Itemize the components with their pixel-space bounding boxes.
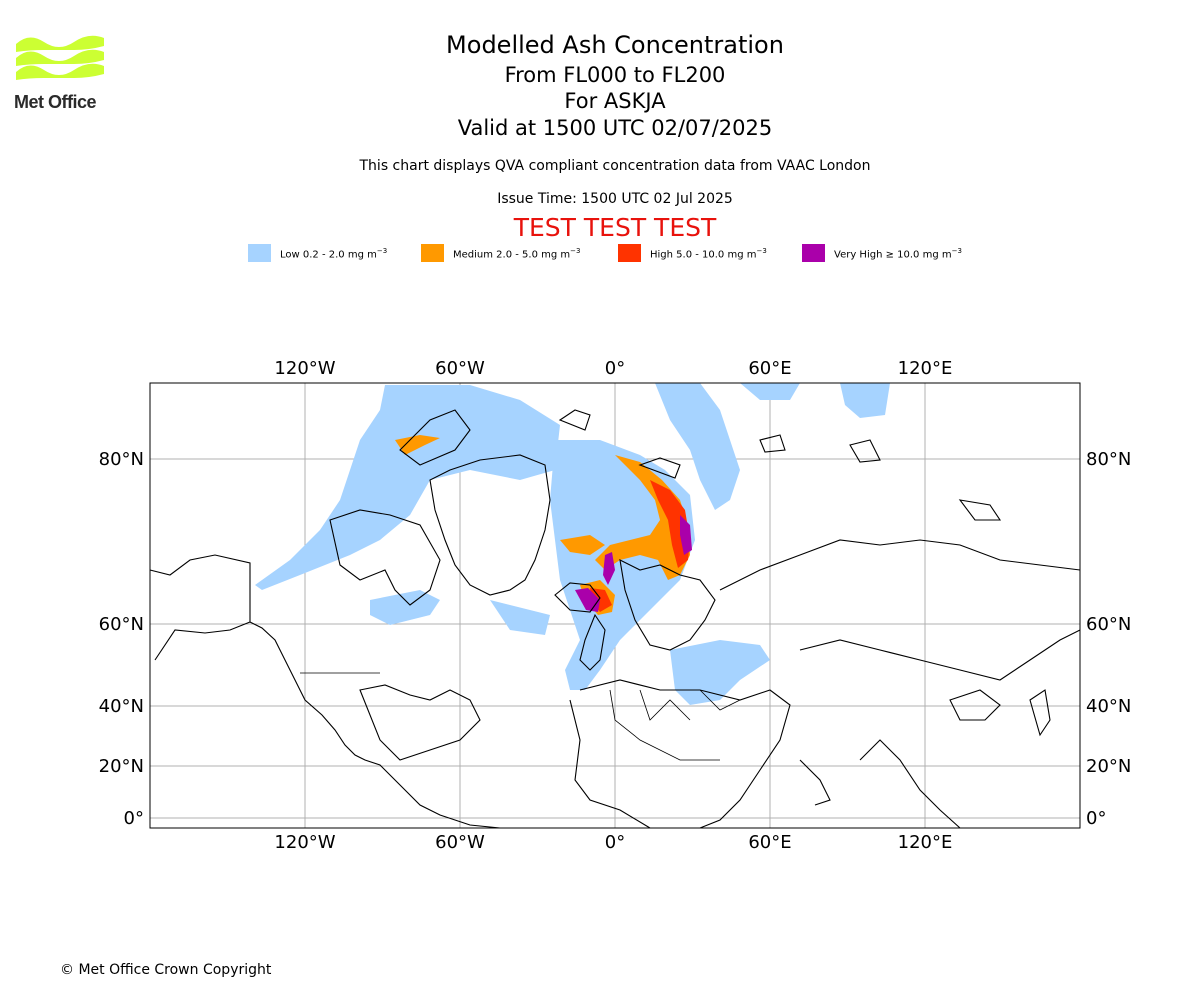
logo-text: Met Office: [14, 92, 97, 112]
lat-labels-left: 80°N 60°N 40°N 20°N 0°: [99, 449, 144, 829]
lon-labels-bottom: 120°W 60°W 0° 60°E 120°E: [274, 832, 952, 850]
legend-label-very-high: Very High ≥ 10.0 mg m: [834, 249, 952, 261]
borders: [300, 672, 741, 761]
lat-label-60n: 60°N: [99, 614, 144, 635]
issue-time: Issue Time: 1500 UTC 02 Jul 2025: [497, 191, 733, 207]
copyright: © Met Office Crown Copyright: [60, 962, 272, 978]
lon-label-60w-bottom: 60°W: [435, 832, 485, 850]
lon-label-0-bottom: 0°: [605, 832, 625, 850]
legend-label-high: High 5.0 - 10.0 mg m: [650, 249, 757, 261]
lat-label-40n-right: 40°N: [1086, 696, 1131, 717]
lon-label-60w: 60°W: [435, 358, 485, 379]
coastlines: [149, 409, 1081, 829]
met-office-logo: [16, 35, 104, 80]
lat-label-80n-right: 80°N: [1086, 449, 1131, 470]
lat-label-0-right: 0°: [1086, 808, 1106, 829]
lat-label-0: 0°: [124, 808, 144, 829]
legend-swatch-medium: [421, 244, 444, 262]
map-frame: [149, 382, 1081, 829]
flight-levels: From FL000 to FL200: [504, 63, 726, 87]
lat-label-80n: 80°N: [99, 449, 144, 470]
test-banner: TEST TEST TEST: [513, 213, 717, 242]
chart-title: Modelled Ash Concentration: [446, 31, 784, 59]
lon-label-0: 0°: [605, 358, 625, 379]
legend-label-medium: Medium 2.0 - 5.0 mg m: [453, 249, 571, 261]
lon-label-60e-bottom: 60°E: [748, 832, 791, 850]
lat-label-20n: 20°N: [99, 756, 144, 777]
description: This chart displays QVA compliant concen…: [359, 158, 871, 174]
ash-map[interactable]: 120°W 60°W 0° 60°E 120°E 120°W 60°W 0° 6…: [0, 340, 1200, 850]
lon-labels-top: 120°W 60°W 0° 60°E 120°E: [274, 358, 952, 379]
lat-label-20n-right: 20°N: [1086, 756, 1131, 777]
volcano-name: For ASKJA: [564, 89, 666, 113]
lon-label-120e-bottom: 120°E: [898, 832, 953, 850]
legend-swatch-low: [248, 244, 271, 262]
lat-label-40n: 40°N: [99, 696, 144, 717]
legend-label-low: Low 0.2 - 2.0 mg m: [280, 249, 377, 261]
lon-label-60e: 60°E: [748, 358, 791, 379]
legend-swatch-very-high: [802, 244, 825, 262]
lat-labels-right: 80°N 60°N 40°N 20°N 0°: [1086, 449, 1131, 829]
lon-label-120e: 120°E: [898, 358, 953, 379]
lat-label-60n-right: 60°N: [1086, 614, 1131, 635]
lon-label-120w: 120°W: [274, 358, 335, 379]
lon-label-120w-bottom: 120°W: [274, 832, 335, 850]
valid-time: Valid at 1500 UTC 02/07/2025: [457, 116, 773, 140]
legend-swatch-high: [618, 244, 641, 262]
